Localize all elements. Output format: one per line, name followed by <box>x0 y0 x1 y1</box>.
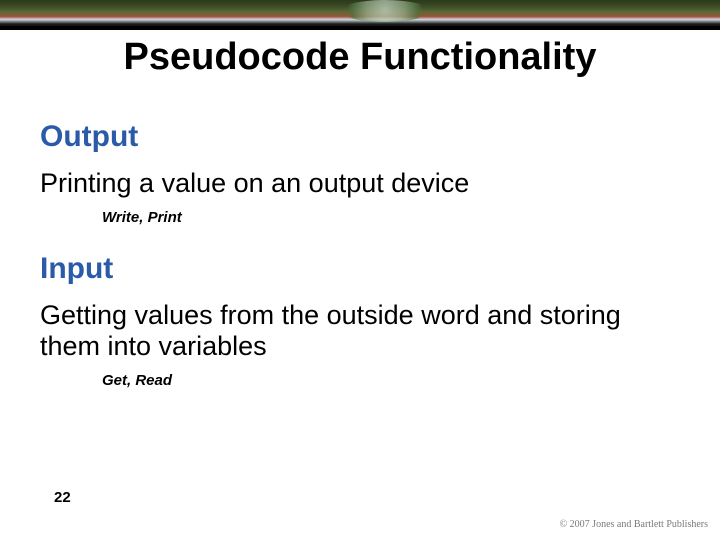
section-body-output: Printing a value on an output device <box>40 168 680 199</box>
section-heading-output: Output <box>40 120 680 154</box>
slide-title: Pseudocode Functionality <box>0 36 720 79</box>
top-banner <box>0 0 720 30</box>
section-body-input: Getting values from the outside word and… <box>40 300 680 362</box>
page-number: 22 <box>54 489 71 506</box>
content-area: Output Printing a value on an output dev… <box>40 120 680 415</box>
section-keywords-input: Get, Read <box>102 372 680 389</box>
copyright: © 2007 Jones and Bartlett Publishers <box>560 519 708 530</box>
section-keywords-output: Write, Print <box>102 209 680 226</box>
section-heading-input: Input <box>40 252 680 286</box>
